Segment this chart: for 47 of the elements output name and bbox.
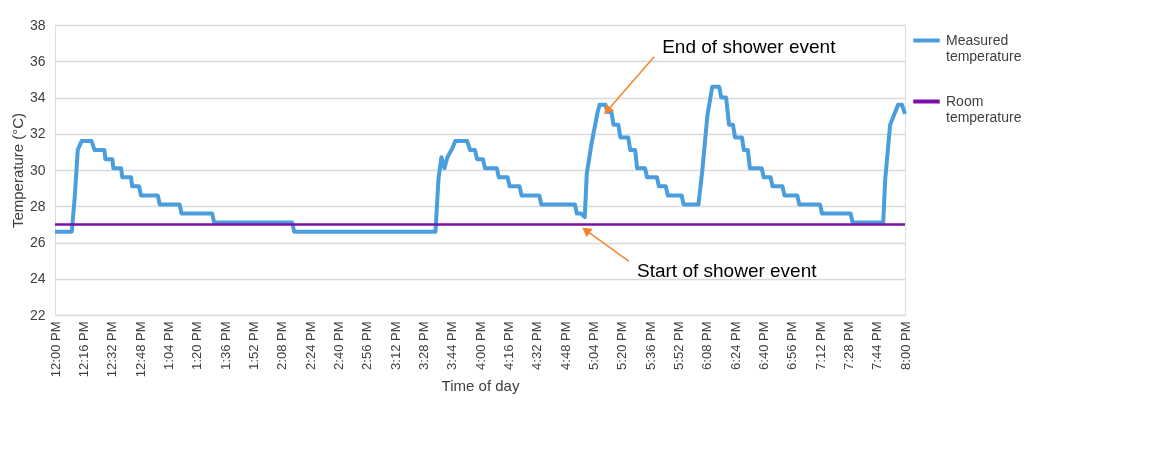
y-tick-label: 26 [29, 234, 46, 250]
y-tick-label: 22 [29, 306, 46, 323]
x-tick-label: 12:00 PM [47, 321, 63, 378]
x-tick-label: 1:36 PM [217, 321, 233, 370]
x-tick-label: 5:20 PM [614, 321, 630, 370]
x-tick-label: 2:56 PM [359, 321, 375, 370]
x-tick-label: 5:52 PM [670, 321, 686, 370]
x-tick-label: 7:12 PM [812, 321, 828, 370]
legend-label: Measured temperature [946, 31, 1022, 64]
annotation: End of shower event [662, 35, 837, 57]
x-tick-label: 1:52 PM [245, 321, 261, 370]
annotation: Start of shower event [637, 260, 818, 282]
x-tick-label: 12:48 PM [132, 321, 148, 378]
x-tick-label: 5:36 PM [642, 321, 658, 370]
y-tick-label: 24 [29, 270, 46, 287]
x-tick-label: 4:16 PM [500, 321, 516, 370]
y-tick-label: 36 [29, 52, 46, 69]
x-tick-label: 5:04 PM [585, 321, 601, 370]
x-axis-title: Time of day [441, 377, 520, 395]
x-tick-label: 3:44 PM [444, 321, 460, 370]
x-tick-label: 1:20 PM [189, 321, 205, 370]
x-tick-label: 12:16 PM [75, 321, 91, 378]
y-tick-label: 32 [29, 125, 46, 142]
x-tick-label: 12:32 PM [104, 321, 120, 378]
x-tick-label: 4:32 PM [529, 321, 545, 370]
x-tick-label: 4:48 PM [557, 321, 573, 370]
x-tick-label: 8:00 PM [897, 321, 913, 370]
line-series [53, 84, 907, 234]
y-axis-title: Temperature (°C) [8, 112, 26, 229]
y-tick-label: 28 [29, 197, 46, 214]
x-tick-label: 2:08 PM [274, 321, 290, 370]
y-tick-label: 30 [29, 161, 46, 178]
x-tick-label: 6:08 PM [699, 321, 715, 370]
x-tick-label: 3:12 PM [387, 321, 403, 370]
legend-label: Room temperature [946, 92, 1022, 125]
x-tick-label: 7:28 PM [840, 321, 856, 370]
x-tick-label: 7:44 PM [869, 321, 885, 370]
x-tick-label: 1:04 PM [160, 321, 176, 370]
x-tick-label: 2:24 PM [302, 321, 318, 370]
x-tick-label: 6:40 PM [755, 321, 771, 370]
x-tick-label: 3:28 PM [415, 321, 431, 370]
x-tick-label: 2:40 PM [330, 321, 346, 370]
x-tick-label: 6:56 PM [784, 321, 800, 370]
y-tick-label: 34 [29, 89, 46, 105]
y-tick-label: 38 [29, 16, 46, 33]
x-tick-label: 6:24 PM [727, 321, 743, 370]
x-tick-label: 4:00 PM [472, 321, 488, 370]
